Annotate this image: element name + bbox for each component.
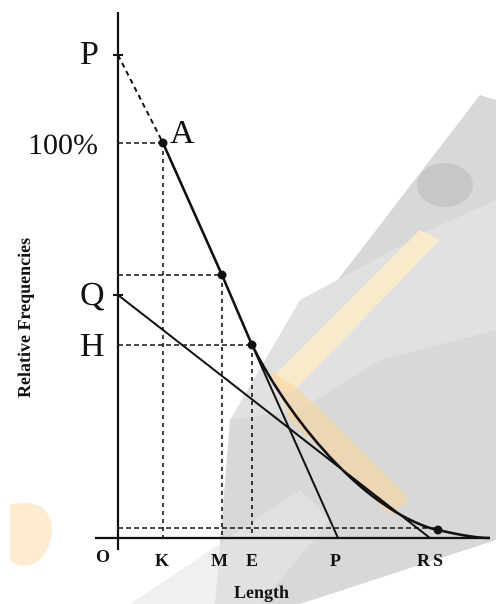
- tangent-line-a-p: [251, 344, 339, 539]
- extension-line-p-a: [117, 54, 164, 144]
- x-axis-title: Length: [234, 582, 289, 602]
- watermark-logo: [10, 95, 496, 604]
- point-m-curve: [217, 270, 227, 280]
- tick-label-s: S: [433, 550, 443, 570]
- line-q-r: [117, 294, 431, 539]
- tick-label-k: K: [155, 550, 169, 570]
- point-s-curve: [433, 525, 443, 535]
- label-q: Q: [80, 276, 105, 313]
- tick-label-p: P: [330, 550, 341, 570]
- frequency-curve: [161, 142, 491, 540]
- label-100-percent: 100%: [28, 128, 98, 161]
- tick-label-e: E: [246, 550, 258, 570]
- tick-label-m: M: [211, 550, 228, 570]
- tick-label-r: R: [417, 550, 431, 570]
- point-e-curve: [247, 340, 257, 350]
- tick-label-o: O: [96, 546, 110, 566]
- point-a: [158, 138, 168, 148]
- label-h: H: [80, 327, 105, 364]
- label-p-top: P: [80, 35, 99, 72]
- label-a: A: [170, 114, 195, 151]
- y-axis-title: Relative Frequencies: [14, 238, 34, 398]
